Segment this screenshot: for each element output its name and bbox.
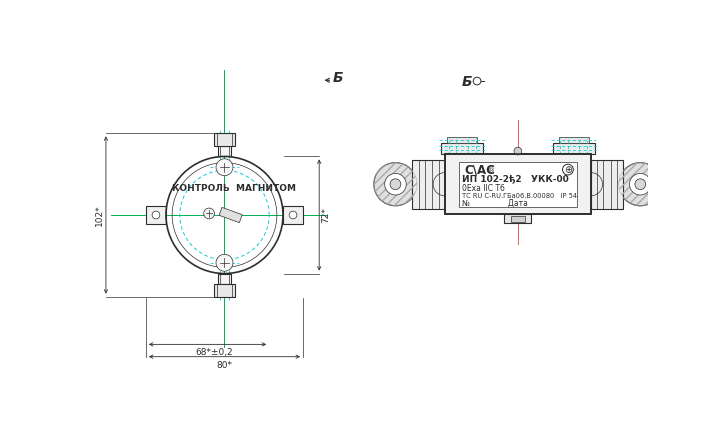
Text: С\АС: С\АС (465, 163, 495, 176)
Circle shape (216, 254, 233, 271)
Bar (214, 133, 235, 146)
Text: Б: Б (333, 71, 344, 85)
Circle shape (390, 179, 401, 190)
Bar (146, 206, 166, 224)
Bar (458, 162, 577, 207)
Bar (441, 143, 483, 154)
Text: ТС RU C-RU.ГБа06.В.00080   IP 54: ТС RU C-RU.ГБа06.В.00080 IP 54 (462, 193, 578, 199)
Circle shape (216, 159, 233, 176)
Text: 80*: 80* (217, 360, 232, 370)
Bar (559, 137, 588, 143)
Circle shape (385, 173, 406, 195)
Circle shape (152, 211, 160, 219)
Text: 72*: 72* (321, 207, 330, 223)
Bar (283, 206, 303, 224)
Text: ⊕: ⊕ (564, 164, 572, 175)
Text: КОНТРОЛЬ  МАГНИТОМ: КОНТРОЛЬ МАГНИТОМ (172, 184, 296, 193)
Circle shape (514, 147, 522, 155)
Circle shape (635, 179, 645, 190)
Text: 68*±0,2: 68*±0,2 (195, 348, 232, 357)
Bar (591, 159, 623, 209)
Bar (505, 214, 531, 224)
Text: 0Exa IIC T6: 0Exa IIC T6 (462, 184, 505, 193)
Bar (445, 154, 591, 214)
Bar (217, 146, 232, 156)
Text: ®: ® (488, 169, 495, 175)
Circle shape (204, 208, 214, 219)
Bar (412, 159, 445, 209)
Text: ИП 102-2ђ2   УКК-00: ИП 102-2ђ2 УКК-00 (462, 174, 569, 183)
Text: №                Дата: № Дата (462, 199, 529, 208)
Circle shape (562, 164, 573, 175)
Circle shape (619, 163, 662, 206)
Polygon shape (219, 207, 243, 223)
Circle shape (374, 163, 417, 206)
Bar (214, 284, 235, 297)
Text: Б: Б (462, 75, 472, 89)
Circle shape (290, 211, 297, 219)
Text: 102*: 102* (95, 204, 105, 226)
Bar (447, 137, 477, 143)
Bar (217, 274, 232, 284)
Bar (511, 216, 525, 222)
Circle shape (630, 173, 651, 195)
Bar (445, 154, 591, 214)
Bar (552, 143, 595, 154)
